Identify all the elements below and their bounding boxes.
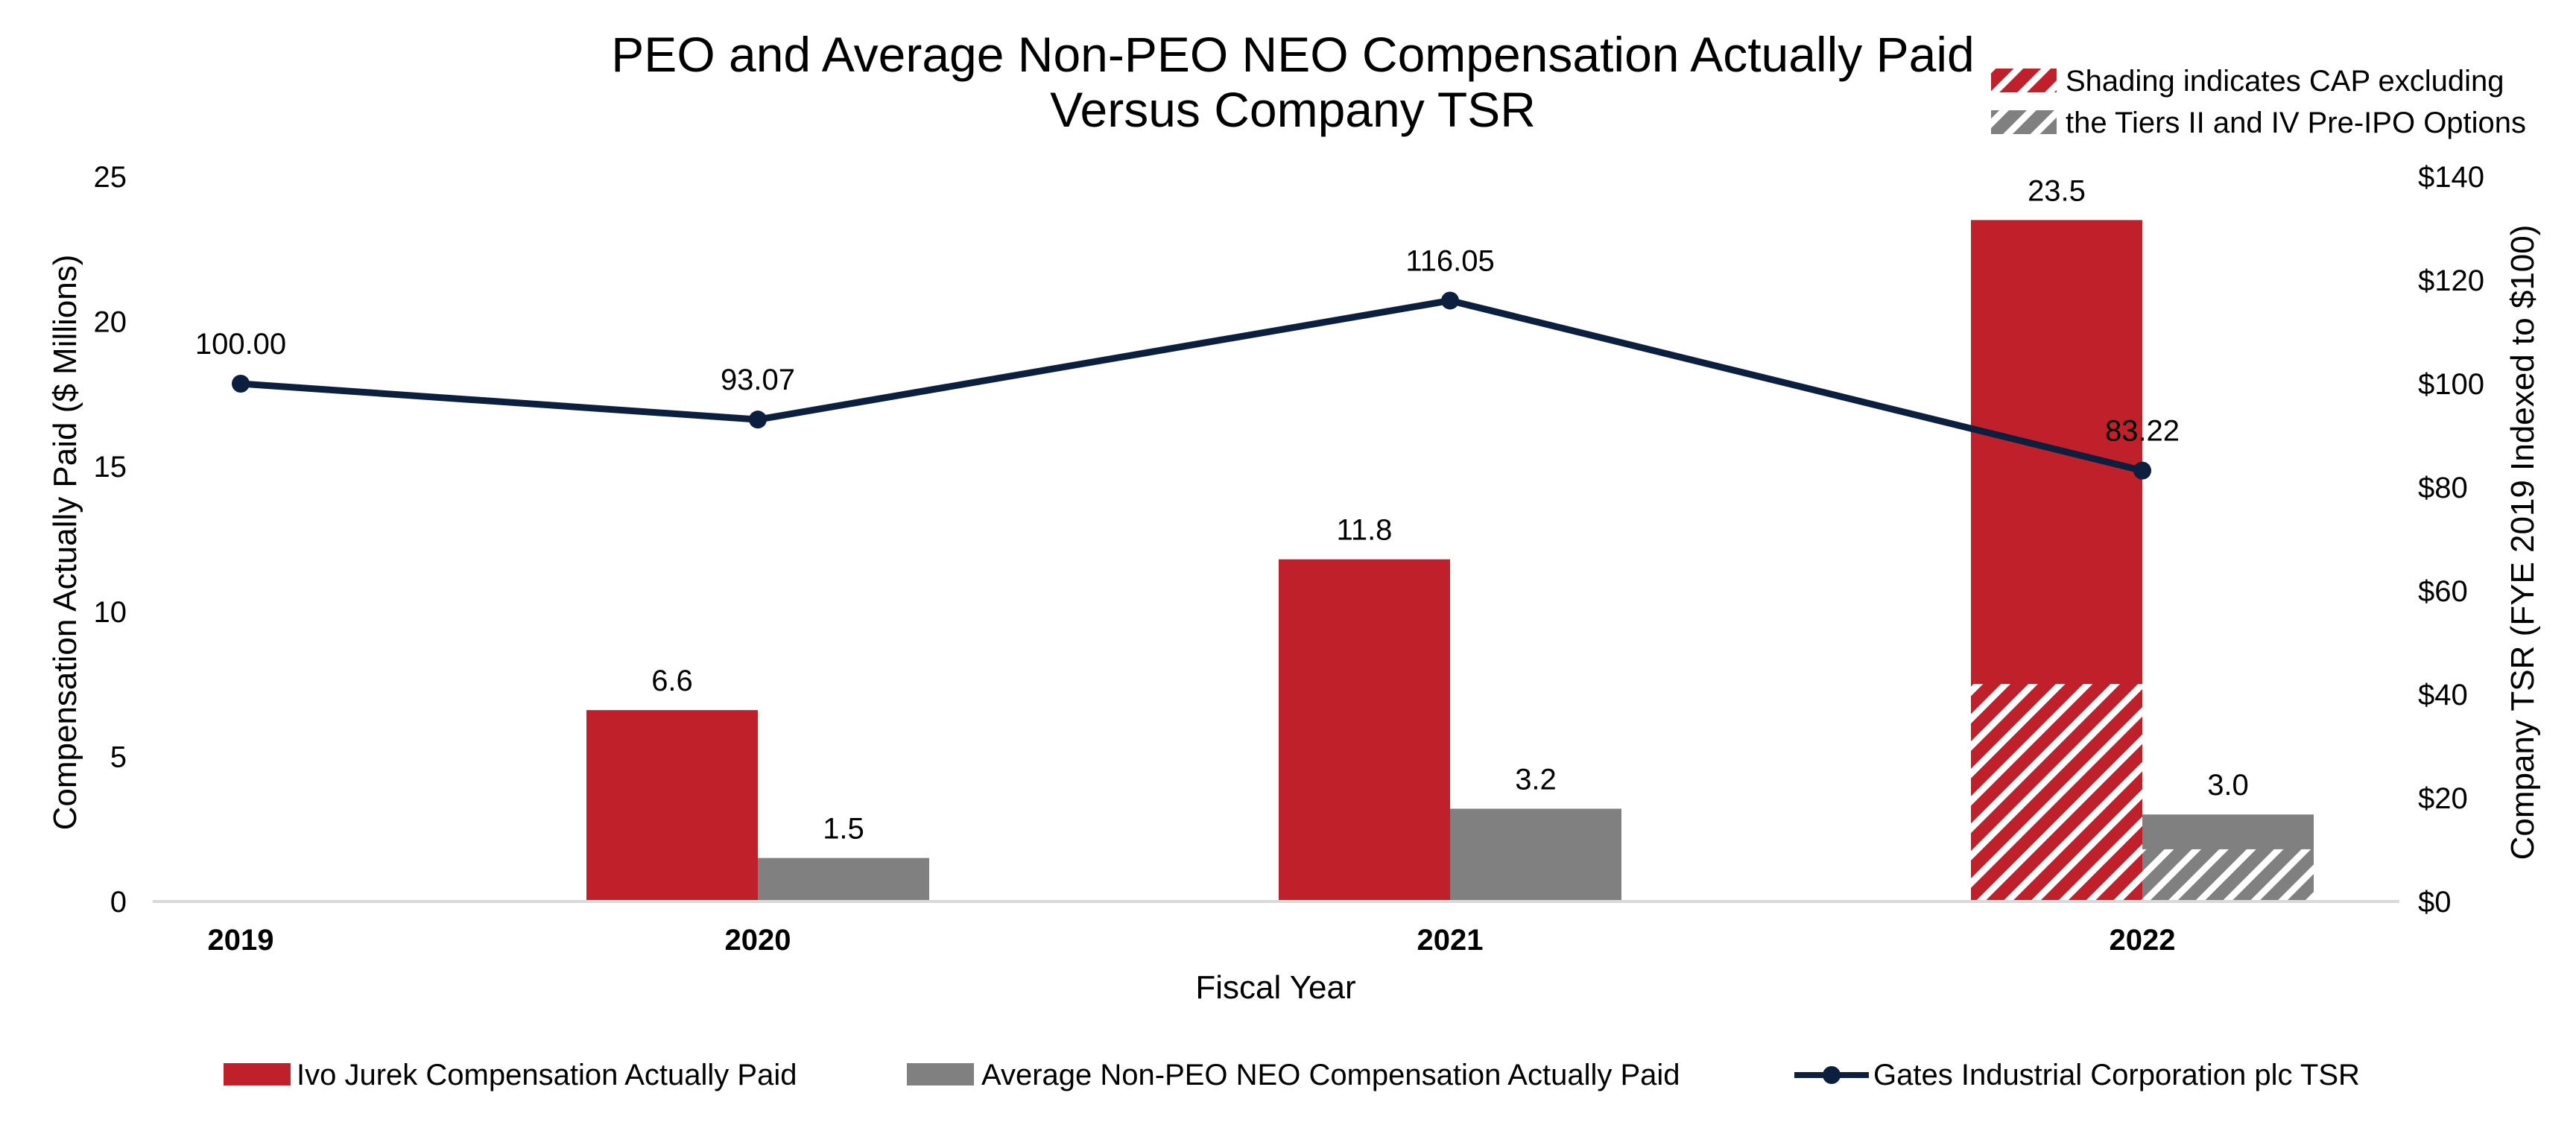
y2-tick-label: $100 [2418, 368, 2484, 401]
shading-note-line1: Shading indicates CAP excluding [2066, 65, 2504, 98]
bar-data-label: 1.5 [823, 813, 864, 846]
y2-tick-label: $120 [2418, 264, 2484, 297]
tsr-point [1441, 291, 1459, 310]
y-axis-title: Compensation Actually Paid ($ Millions) [47, 255, 83, 831]
legend: Ivo Jurek Compensation Actually Paid Ave… [224, 1059, 2360, 1091]
y2-tick-label: $20 [2418, 782, 2468, 815]
category-label: 2022 [2110, 924, 2176, 957]
right-axis: $0 $20 $40 $60 $80 $100 $120 $140 [2418, 161, 2484, 919]
y-tick-label: 25 [94, 161, 127, 194]
bar-data-label: 3.2 [1515, 763, 1557, 796]
tsr-data-label: 83.22 [2105, 415, 2180, 448]
y2-axis-title: Company TSR (FYE 2019 Indexed to $100) [2504, 225, 2541, 860]
y-tick-label: 5 [110, 741, 127, 773]
bar [586, 710, 758, 901]
bar [758, 858, 929, 901]
bar-data-label: 11.8 [1337, 514, 1393, 547]
shading-note: Shading indicates CAP excluding the Tier… [1991, 65, 2526, 139]
shading-swatch-gray [1991, 110, 2057, 134]
bars [586, 220, 2314, 901]
legend-swatch-neo [907, 1063, 974, 1085]
legend-swatch-peo [224, 1063, 291, 1085]
category-label: 2021 [1417, 924, 1484, 957]
tsr-data-label: 116.05 [1405, 244, 1494, 277]
y2-tick-label: $40 [2418, 679, 2468, 711]
shading-swatch-red [1991, 69, 2057, 92]
y-tick-label: 10 [94, 596, 127, 629]
category-labels: 2019 2020 2021 2022 [208, 924, 2176, 957]
bar [1279, 559, 1450, 901]
y-tick-label: 15 [94, 451, 127, 484]
bar [1450, 808, 1621, 901]
tsr-data-label: 100.00 [195, 328, 286, 361]
bar-data-label: 6.6 [651, 665, 693, 697]
bar-shaded-segment [1971, 684, 2142, 901]
chart-subtitle: Versus Company TSR [1050, 82, 1536, 137]
data-labels: 6.6 11.8 23.5 1.5 3.2 3.0 100.00 93.07 116.05 83.… [195, 174, 2249, 845]
y2-tick-label: $140 [2418, 161, 2484, 194]
category-label: 2019 [208, 924, 274, 957]
y2-tick-label: $60 [2418, 575, 2468, 608]
bar-data-label: 3.0 [2207, 769, 2249, 802]
bar-shaded-segment [2142, 849, 2314, 901]
y-tick-label: 20 [94, 306, 127, 339]
tsr-data-label: 93.07 [721, 364, 795, 396]
legend-label-peo: Ivo Jurek Compensation Actually Paid [297, 1059, 797, 1091]
legend-label-tsr: Gates Industrial Corporation plc TSR [1873, 1059, 2360, 1091]
tsr-line-path [240, 297, 2144, 474]
y-tick-label: 0 [110, 886, 127, 919]
left-axis: 0 5 10 15 20 25 [94, 161, 127, 919]
legend-marker-tsr [1823, 1066, 1841, 1084]
legend-label-neo: Average Non-PEO NEO Compensation Actuall… [981, 1059, 1680, 1091]
shading-note-line2: the Tiers II and IV Pre-IPO Options [2066, 107, 2526, 139]
category-label: 2020 [725, 924, 791, 957]
x-axis-title: Fiscal Year [1195, 969, 1355, 1006]
chart-title: PEO and Average Non-PEO NEO Compensation… [611, 27, 1974, 82]
tsr-point [232, 375, 250, 393]
tsr-line [232, 291, 2151, 480]
y2-tick-label: $0 [2418, 886, 2452, 919]
y2-tick-label: $80 [2418, 472, 2468, 504]
tsr-point [749, 411, 767, 429]
tsr-point [2133, 461, 2151, 480]
bar-data-label: 23.5 [2028, 174, 2086, 207]
